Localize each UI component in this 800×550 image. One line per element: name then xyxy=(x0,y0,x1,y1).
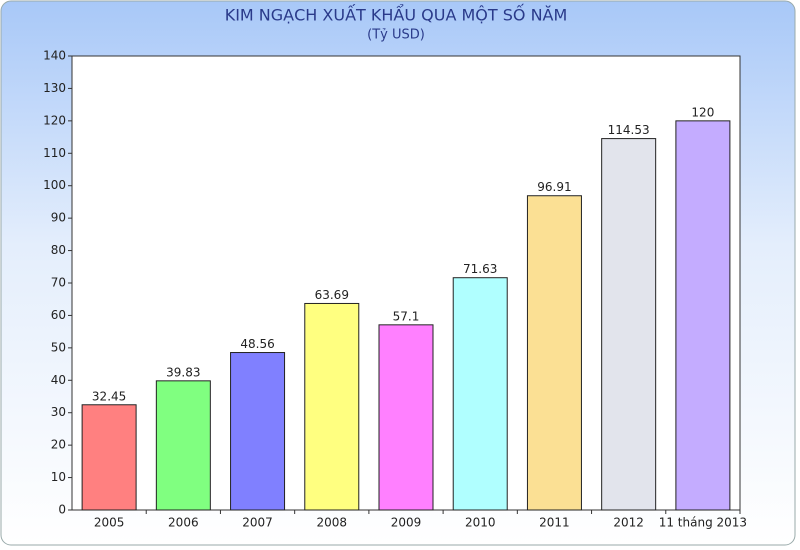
y-tick-label: 130 xyxy=(43,81,66,95)
data-label: 96.91 xyxy=(537,180,571,194)
y-tick-label: 50 xyxy=(51,340,66,354)
y-tick-label: 80 xyxy=(51,243,66,257)
bar xyxy=(452,277,508,511)
x-tick-label: 2005 xyxy=(94,516,125,530)
chart-title: KIM NGẠCH XUẤT KHẨU QUA MỘT SỐ NĂM xyxy=(225,4,568,25)
x-tick-label: 2010 xyxy=(465,516,496,530)
data-label: 57.1 xyxy=(393,309,420,323)
y-tick-label: 70 xyxy=(51,276,66,290)
y-tick-label: 0 xyxy=(58,503,66,517)
bar xyxy=(230,352,286,511)
bar xyxy=(304,302,360,511)
y-tick-label: 140 xyxy=(43,49,66,63)
x-tick-label: 2008 xyxy=(317,516,348,530)
x-tick-label: 2007 xyxy=(242,516,273,530)
data-label: 39.83 xyxy=(166,365,200,379)
y-tick-label: 40 xyxy=(51,373,66,387)
data-label: 114.53 xyxy=(608,123,650,137)
y-tick-label: 110 xyxy=(43,146,66,160)
data-label: 71.63 xyxy=(463,262,497,276)
y-tick-label: 60 xyxy=(51,308,66,322)
chart-subtitle: (Tỷ USD) xyxy=(367,28,425,43)
y-tick-label: 30 xyxy=(51,405,66,419)
bar xyxy=(526,195,582,511)
bar xyxy=(81,404,137,511)
bar xyxy=(675,120,731,511)
x-tick-label: 2006 xyxy=(168,516,199,530)
bar xyxy=(155,380,211,511)
data-label: 48.56 xyxy=(240,337,274,351)
y-tick-label: 10 xyxy=(51,470,66,484)
x-tick-label: 2009 xyxy=(391,516,422,530)
data-label: 120 xyxy=(691,105,714,119)
y-tick-label: 100 xyxy=(43,178,66,192)
data-label: 32.45 xyxy=(92,389,126,403)
y-tick-label: 90 xyxy=(51,211,66,225)
x-tick-label: 2012 xyxy=(613,516,644,530)
x-tick-label: 11 tháng 2013 xyxy=(659,516,747,530)
y-tick-label: 120 xyxy=(43,113,66,127)
bar xyxy=(601,138,657,511)
x-tick-label: 2011 xyxy=(539,516,570,530)
y-tick-label: 20 xyxy=(51,438,66,452)
bar xyxy=(378,324,434,511)
data-label: 63.69 xyxy=(315,288,349,302)
